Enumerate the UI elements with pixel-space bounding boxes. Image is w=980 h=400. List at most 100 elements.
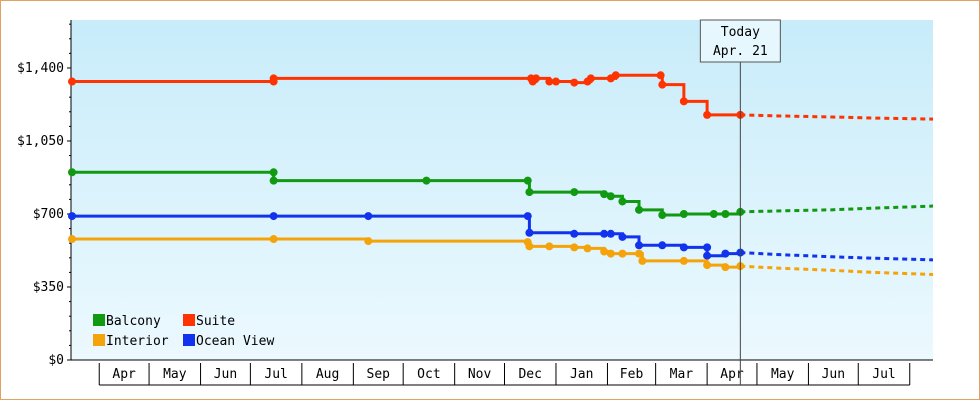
legend-swatch <box>183 334 195 346</box>
legend: Balcony Suite Interior Ocean View <box>93 314 274 349</box>
data-point <box>600 190 609 199</box>
series-layer <box>68 71 934 276</box>
legend-swatch <box>93 334 105 346</box>
data-point <box>525 242 534 251</box>
data-point <box>703 243 712 252</box>
data-point <box>68 212 76 221</box>
data-point <box>635 241 644 250</box>
data-point <box>658 80 667 89</box>
data-point <box>703 251 712 260</box>
data-point <box>618 197 627 206</box>
x-tick-label: Jul <box>872 367 895 382</box>
data-point <box>269 74 278 83</box>
data-point <box>545 77 554 86</box>
forecast-line <box>740 264 934 276</box>
data-point <box>611 71 620 80</box>
forecast-line <box>740 251 934 262</box>
legend-label: Balcony <box>106 314 161 329</box>
x-tick-label: Jul <box>264 367 287 382</box>
x-tick-label: Jun <box>822 367 845 382</box>
data-point <box>709 209 718 218</box>
x-axis: Apr May Jun Jul Aug Sep Oct Nov Dec Jan Feb Mar Apr M… <box>98 363 911 386</box>
data-point <box>703 110 712 119</box>
legend-label: Suite <box>196 314 235 329</box>
plot-background <box>71 20 933 360</box>
x-tick-label: Aug <box>316 367 339 382</box>
legend-swatch <box>93 314 105 326</box>
y-tick-label: $0 <box>48 353 64 368</box>
data-point <box>68 77 76 86</box>
legend-item: Balcony <box>93 314 161 329</box>
data-point <box>635 205 644 214</box>
data-point <box>606 192 615 201</box>
data-point <box>532 74 541 83</box>
x-tick-label: Jun <box>214 367 237 382</box>
data-point <box>269 176 278 185</box>
data-point <box>551 77 560 86</box>
data-point <box>703 261 712 270</box>
data-point <box>269 212 278 221</box>
data-point <box>618 249 627 258</box>
data-point <box>606 249 615 258</box>
data-point <box>600 247 609 256</box>
legend-label: Ocean View <box>196 334 274 349</box>
data-point <box>679 209 688 218</box>
y-tick-label: $1,400 <box>17 61 64 76</box>
data-point <box>658 241 667 250</box>
data-point <box>583 244 592 253</box>
x-tick-label: Oct <box>417 367 440 382</box>
data-point <box>525 188 534 197</box>
data-point <box>635 249 644 258</box>
legend-item: Ocean View <box>183 334 274 349</box>
data-point <box>721 263 730 272</box>
x-tick-label: May <box>163 367 187 382</box>
x-tick-label: Sep <box>367 367 391 382</box>
today-marker: Today Apr. 21 <box>699 19 781 385</box>
forecast-line <box>740 204 934 214</box>
x-tick-label: Dec <box>518 367 541 382</box>
data-point <box>525 228 534 237</box>
data-point <box>422 176 431 185</box>
data-point <box>68 235 76 244</box>
x-tick-label: Feb <box>620 367 644 382</box>
data-point <box>679 243 688 252</box>
data-point <box>679 256 688 265</box>
data-point <box>570 229 579 238</box>
data-point <box>570 78 579 87</box>
series-suite <box>68 71 934 121</box>
y-axis: $0 $350 $700 $1,050 $1,400 <box>17 20 933 368</box>
series-line <box>71 170 742 217</box>
x-tick-label: Mar <box>670 367 694 382</box>
today-label-box <box>699 19 781 63</box>
legend-swatch <box>183 314 195 326</box>
series-interior <box>68 235 934 276</box>
data-point <box>638 256 647 265</box>
data-point <box>364 237 373 246</box>
data-point <box>618 232 627 241</box>
data-point <box>570 243 579 252</box>
data-point <box>68 168 76 177</box>
data-point <box>364 212 373 221</box>
data-point <box>721 209 730 218</box>
data-point <box>269 168 278 177</box>
x-tick-label: Jan <box>570 367 593 382</box>
data-point <box>656 71 665 80</box>
legend-item: Interior <box>93 334 169 349</box>
x-tick-label: Apr <box>720 367 744 382</box>
data-point <box>269 235 278 244</box>
legend-item: Suite <box>183 314 235 329</box>
data-point <box>600 229 609 238</box>
data-point <box>545 242 554 251</box>
forecast-line <box>740 113 934 121</box>
data-point <box>606 229 615 238</box>
y-tick-label: $700 <box>33 207 64 222</box>
today-label: Today <box>721 25 760 40</box>
y-tick-label: $1,050 <box>17 134 64 149</box>
data-point <box>658 211 667 220</box>
legend-label: Interior <box>106 334 169 349</box>
x-tick-label: May <box>771 367 795 382</box>
data-point <box>679 97 688 106</box>
x-tick-label: Nov <box>468 367 492 382</box>
series-balcony <box>68 168 934 220</box>
